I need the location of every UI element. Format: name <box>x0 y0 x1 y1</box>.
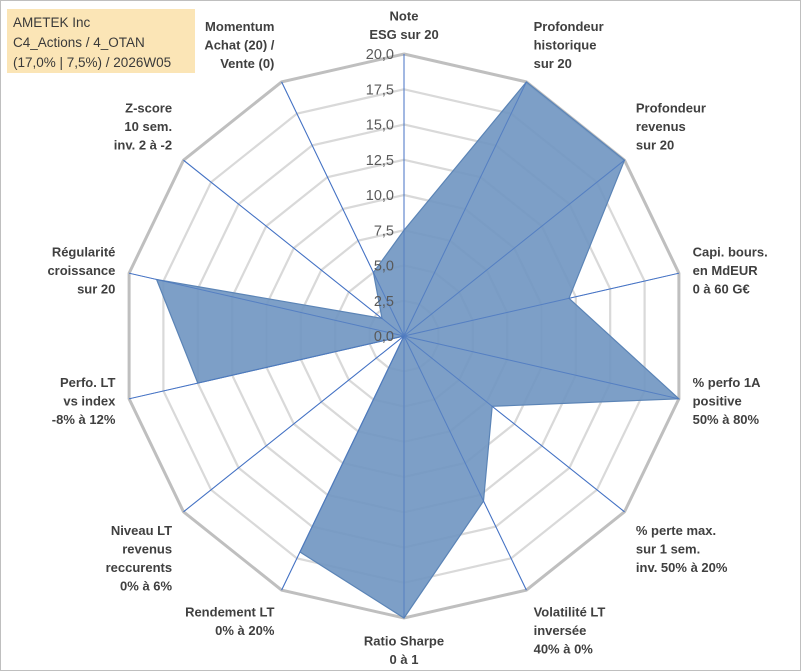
radar-spokes-overlay <box>128 54 680 618</box>
axis-label-1: Profondeur historique sur 20 <box>534 19 604 71</box>
parameters-label: (17,0% | 7,5%) / 2026W05 <box>13 55 172 70</box>
axis-label-line: croissance <box>47 263 115 278</box>
axis-label-line: Note <box>390 9 419 24</box>
spoke-overlay-6 <box>403 335 527 591</box>
axis-label-2: Profondeur revenus sur 20 <box>636 101 706 153</box>
axis-label-line: 40% à 0% <box>534 641 594 656</box>
axis-label-line: 50% à 80% <box>693 412 760 427</box>
axis-label-line: revenus <box>122 541 172 556</box>
portfolio-label: C4_Actions / 4_OTAN <box>13 35 145 50</box>
axis-label-13: Momentum Achat (20) / Vente (0) <box>204 19 274 71</box>
axis-label-line: Régularité <box>52 244 116 259</box>
axis-label-line: 0 à 1 <box>390 652 419 667</box>
axis-label-line: vs index <box>63 394 116 409</box>
axis-label-line: Profondeur <box>534 19 604 34</box>
axis-label-line: 0% à 20% <box>215 623 275 638</box>
company-name: AMETEK Inc <box>13 15 91 30</box>
axis-label-line: Profondeur <box>636 101 706 116</box>
axis-label-line: 0% à 6% <box>120 578 172 593</box>
axis-label-line: ESG sur 20 <box>369 27 438 42</box>
axis-label-6: Volatilité LT inversée 40% à 0% <box>534 604 606 656</box>
tick-label-5: 12,5 <box>366 153 394 169</box>
axis-label-line: sur 20 <box>534 56 572 71</box>
axis-label-line: Z-score <box>125 101 172 116</box>
spoke-overlay-3 <box>403 272 680 337</box>
axis-label-line: Momentum <box>205 19 274 34</box>
axis-label-line: Capi. bours. <box>693 244 768 259</box>
axis-label-line: -8% à 12% <box>52 412 116 427</box>
axis-label-line: inv. 50% à 20% <box>636 560 728 575</box>
axis-label-10: Perfo. LT vs index -8% à 12% <box>52 375 116 427</box>
spoke-overlay-8 <box>281 335 405 591</box>
tick-label-2: 5,0 <box>374 259 394 275</box>
axis-label-12: Z-score 10 sem. inv. 2 à -2 <box>114 101 172 153</box>
axis-label-line: sur 1 sem. <box>636 541 700 556</box>
spoke-overlay-9 <box>183 335 405 513</box>
axis-label-line: % perfo 1A <box>693 375 762 390</box>
axis-label-line: sur 20 <box>636 138 674 153</box>
axis-label-line: revenus <box>636 119 686 134</box>
axis-label-4: % perfo 1A positive 50% à 80% <box>693 375 762 427</box>
axis-label-line: 0 à 60 G€ <box>693 281 750 296</box>
tick-label-7: 17,5 <box>366 82 394 98</box>
axis-label-8: Rendement LT 0% à 20% <box>185 604 275 638</box>
spoke-overlay-10 <box>128 335 405 400</box>
axis-label-0: Note ESG sur 20 <box>369 9 438 43</box>
axis-label-5: % perte max. sur 1 sem. inv. 50% à 20% <box>636 523 728 575</box>
axis-label-line: positive <box>693 394 742 409</box>
tick-label-1: 2,5 <box>374 294 394 310</box>
axis-label-line: 10 sem. <box>124 119 172 134</box>
axis-label-line: Rendement LT <box>185 604 274 619</box>
title-box: AMETEK Inc C4_Actions / 4_OTAN (17,0% | … <box>7 9 195 73</box>
axis-label-line: historique <box>534 38 597 53</box>
tick-label-3: 7,5 <box>374 223 394 239</box>
axis-label-3: Capi. bours. en MdEUR 0 à 60 G€ <box>693 244 768 296</box>
axis-label-line: % perte max. <box>636 523 716 538</box>
axis-label-line: Volatilité LT <box>534 604 606 619</box>
tick-label-8: 20,0 <box>366 47 394 63</box>
axis-label-line: reccurents <box>106 560 172 575</box>
spoke-overlay-5 <box>403 335 625 513</box>
spoke-overlay-13 <box>281 81 405 337</box>
axis-label-line: Achat (20) / <box>204 38 274 53</box>
axis-label-line: sur 20 <box>77 281 115 296</box>
axis-label-line: inv. 2 à -2 <box>114 138 172 153</box>
axis-label-line: inversée <box>534 623 587 638</box>
axis-label-9: Niveau LT revenus reccurents 0% à 6% <box>106 523 173 594</box>
spoke-overlay-1 <box>403 81 527 337</box>
tick-label-4: 10,0 <box>366 188 394 204</box>
spoke-overlay-4 <box>403 335 680 400</box>
tick-label-6: 15,0 <box>366 118 394 134</box>
axis-label-line: en MdEUR <box>693 263 759 278</box>
axis-labels: Note ESG sur 20 Profondeur historique sur 20… <box>47 9 767 668</box>
radial-ticks: 0,0 2,5 5,0 7,5 10,0 12,5 15,0 17,5 20,0 <box>366 47 394 345</box>
axis-label-line: Niveau LT <box>111 523 172 538</box>
tick-label-0: 0,0 <box>374 329 394 345</box>
axis-label-7: Ratio Sharpe 0 à 1 <box>364 634 444 668</box>
axis-label-line: Ratio Sharpe <box>364 634 444 649</box>
axis-label-line: Vente (0) <box>220 56 274 71</box>
spoke-overlay-11 <box>128 272 405 337</box>
axis-label-line: Perfo. LT <box>60 375 115 390</box>
axis-label-11: Régularité croissance sur 20 <box>47 244 115 296</box>
spoke-overlay-2 <box>403 159 625 337</box>
spoke-overlay-12 <box>183 159 405 337</box>
